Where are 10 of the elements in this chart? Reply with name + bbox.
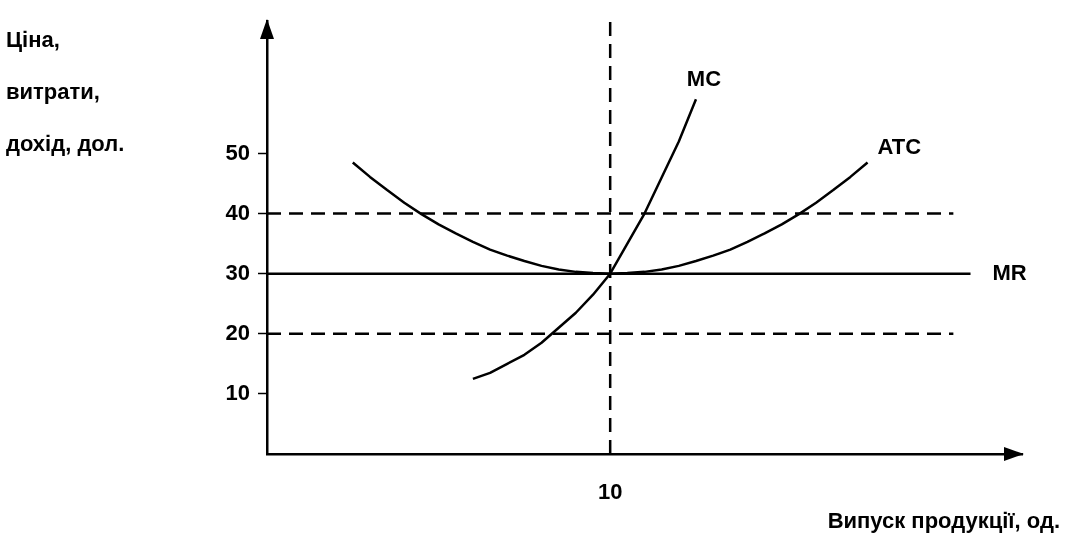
x-axis-title: Випуск продукції, од.	[827, 508, 1060, 534]
y-tick-label: 50	[225, 139, 250, 165]
series-label: MR	[992, 259, 1027, 285]
y-tick-label: 20	[225, 319, 250, 345]
y-tick-label: 10	[225, 379, 250, 405]
y-tick-label: 30	[225, 259, 250, 285]
series-label: ATC	[877, 133, 922, 159]
y-tick-label: 40	[225, 199, 250, 225]
text: Ціна, витрати, дохід, дол.	[6, 27, 125, 156]
series-label: MC	[686, 66, 722, 92]
